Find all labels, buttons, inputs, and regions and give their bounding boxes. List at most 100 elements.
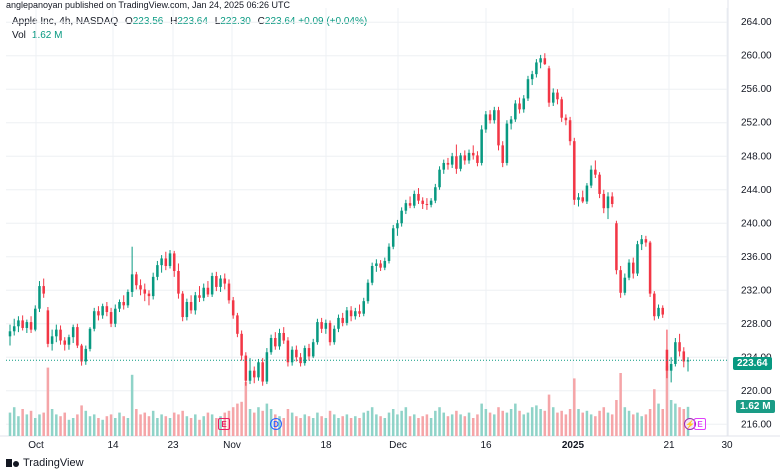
volume-bar [509, 409, 513, 436]
candle-body [12, 326, 16, 332]
candle-body [408, 203, 412, 206]
candle-body [602, 193, 606, 209]
volume-bar [210, 414, 214, 436]
candle-body [551, 92, 555, 103]
candle-body [160, 258, 163, 266]
volume-bar [455, 410, 458, 436]
candle-body [383, 260, 387, 268]
volume-bar [366, 410, 370, 436]
lightning-icon[interactable]: ⚡ [684, 418, 696, 430]
candle-body [636, 244, 639, 274]
y-tick-label: 260.00 [741, 51, 772, 62]
candle-body [442, 162, 446, 170]
candle-body [219, 278, 222, 287]
y-tick-label: 232.00 [741, 285, 772, 296]
volume-bar [556, 412, 559, 436]
candle-body [568, 120, 572, 142]
volume-bar [387, 412, 391, 436]
volume-bar [92, 414, 96, 436]
candle-body [345, 310, 349, 323]
y-tick-label: 248.00 [741, 151, 772, 162]
volume-bar [514, 403, 517, 436]
volume-bar [442, 412, 446, 436]
tradingview-brand[interactable]: TradingView [6, 457, 84, 469]
volume-bar [391, 409, 395, 436]
volume-bar [526, 412, 530, 436]
volume-bar [535, 405, 538, 436]
candle-body [168, 253, 172, 266]
volume-bar [619, 373, 622, 436]
volume-bar [383, 418, 387, 436]
y-tick-label: 240.00 [741, 218, 772, 229]
symbol-title[interactable]: Apple Inc, 4h, NASDAQ [12, 16, 119, 27]
volume-bar [610, 414, 614, 436]
candle-body [248, 370, 252, 381]
candle-body [34, 308, 37, 330]
volume-bar [463, 416, 467, 436]
volume-bar [206, 412, 210, 436]
candle-body [84, 348, 88, 362]
volume-bar [539, 409, 542, 436]
y-tick-label: 264.00 [741, 17, 772, 28]
upcoming-earnings-marker[interactable]: E [694, 418, 706, 430]
close-value: 223.64 [264, 16, 296, 27]
volume-bar [358, 418, 361, 436]
candle-body [17, 320, 20, 327]
candle-body [387, 246, 391, 261]
candle-body [509, 119, 513, 124]
volume-bar [316, 412, 319, 436]
volume-bar [290, 412, 294, 436]
volume-bar [547, 394, 551, 436]
volume-bar [644, 414, 648, 436]
candle-body [71, 327, 75, 338]
candle-body [594, 169, 597, 175]
candle-body [362, 301, 366, 314]
volume-bar [564, 414, 568, 436]
volume-bar [543, 410, 547, 436]
candle-body [640, 239, 643, 245]
volume-bar [425, 414, 429, 436]
volume-bar [215, 418, 218, 436]
dividend-marker[interactable]: D [270, 418, 282, 430]
candle-body [67, 337, 71, 345]
candle-body [139, 285, 142, 290]
volume-bar [189, 418, 193, 436]
candle-body [686, 360, 690, 362]
volume-bar [257, 407, 260, 436]
volume-label: Vol [12, 30, 26, 41]
candle-body [202, 287, 205, 298]
volume-bar [674, 403, 677, 436]
candle-body [101, 306, 104, 316]
candle-body [135, 274, 138, 286]
volume-bar [408, 416, 412, 436]
volume-bar [202, 416, 205, 436]
candle-body [480, 129, 483, 163]
volume-bar [615, 400, 618, 436]
volume-bar [34, 418, 37, 436]
candle-body [379, 263, 382, 268]
candle-body [206, 287, 210, 295]
volume-bar [282, 418, 285, 436]
candle-body [678, 342, 681, 352]
candle-body [290, 349, 294, 363]
volume-bar [84, 410, 88, 436]
volume-bar [185, 416, 189, 436]
high-value: 223.64 [177, 16, 208, 27]
volume-bar [139, 414, 142, 436]
earnings-marker[interactable]: E [218, 418, 230, 430]
open-label: O [124, 16, 133, 27]
candle-body [573, 141, 576, 200]
volume-bar [50, 409, 54, 436]
volume-bar [114, 418, 117, 436]
volume-bar [505, 412, 509, 436]
candle-body [615, 223, 618, 271]
volume-bar [101, 419, 104, 436]
candle-body [674, 342, 677, 364]
candle-body [471, 152, 475, 156]
y-tick-label: 252.00 [741, 118, 772, 129]
volume-bar [261, 410, 264, 436]
volume-bar [332, 414, 336, 436]
volume-bar [118, 412, 121, 436]
candle-body [143, 289, 147, 294]
